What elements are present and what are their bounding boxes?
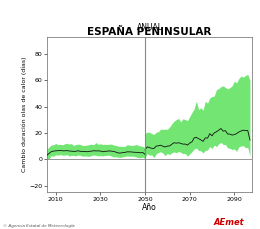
Text: ANUAL: ANUAL bbox=[136, 23, 162, 32]
Y-axis label: Cambio duración olas de calor (días): Cambio duración olas de calor (días) bbox=[21, 57, 27, 172]
Title: ESPAÑA PENINSULAR: ESPAÑA PENINSULAR bbox=[87, 27, 212, 37]
X-axis label: Año: Año bbox=[142, 203, 157, 212]
Text: © Agencia Estatal de Meteorología: © Agencia Estatal de Meteorología bbox=[3, 224, 74, 228]
Text: AEmet: AEmet bbox=[213, 218, 244, 227]
